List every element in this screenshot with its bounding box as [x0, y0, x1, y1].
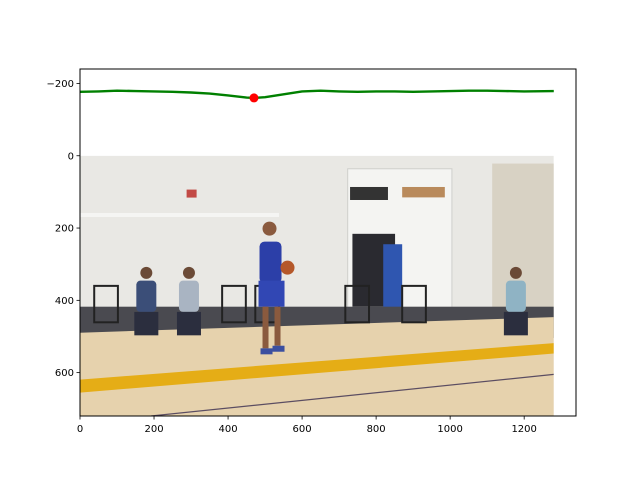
person-left-legs	[134, 311, 159, 336]
player-shoe-left	[260, 348, 273, 355]
series-line-0	[79, 89, 554, 100]
player-leg-right	[274, 306, 281, 346]
x-tick-label: 600	[293, 424, 312, 435]
person-mid-legs	[176, 311, 201, 336]
court-stripe	[80, 343, 554, 393]
person-left-head	[140, 266, 153, 279]
marker-point-0	[249, 93, 259, 103]
plot-frame	[79, 68, 577, 417]
player-shoe-right	[272, 345, 285, 352]
player-leg-left	[262, 306, 269, 349]
x-tick-label: 800	[367, 424, 386, 435]
exit-sign	[186, 189, 197, 198]
series-layer	[79, 89, 554, 103]
player-head	[262, 221, 277, 236]
player-shorts	[258, 280, 285, 307]
shelf-weights	[350, 186, 388, 200]
y-tick-label: 600	[55, 368, 74, 379]
y-tick-label: −200	[47, 79, 74, 90]
x-tick-label: 200	[144, 424, 163, 435]
basketball	[280, 260, 295, 275]
x-tick-label: 1000	[437, 424, 462, 435]
x-tick-label: 400	[219, 424, 238, 435]
x-tick-label: 0	[77, 424, 83, 435]
person-mid-body	[178, 280, 199, 312]
shelf-box	[402, 186, 445, 198]
background-image	[80, 155, 554, 416]
y-tick-label: 400	[55, 296, 74, 307]
player-jersey	[259, 241, 282, 284]
chair	[344, 284, 371, 324]
y-tick-label: 200	[55, 224, 74, 235]
y-tick-label: 0	[68, 151, 74, 162]
person-right-legs	[503, 311, 528, 336]
chair	[221, 284, 247, 324]
person-mid-head	[182, 266, 195, 279]
court-line	[151, 373, 554, 416]
person-right-body	[505, 280, 526, 312]
chair	[93, 284, 119, 324]
chair	[401, 284, 427, 324]
x-tick-label: 1200	[511, 424, 536, 435]
ticks-layer: 0 200 400 600 800 1000 1200 −200 0 200 400 600	[47, 79, 537, 435]
wall-rail	[80, 213, 279, 218]
person-right-head	[509, 266, 522, 279]
person-left-body	[136, 280, 157, 312]
shelf-blue	[383, 244, 403, 310]
